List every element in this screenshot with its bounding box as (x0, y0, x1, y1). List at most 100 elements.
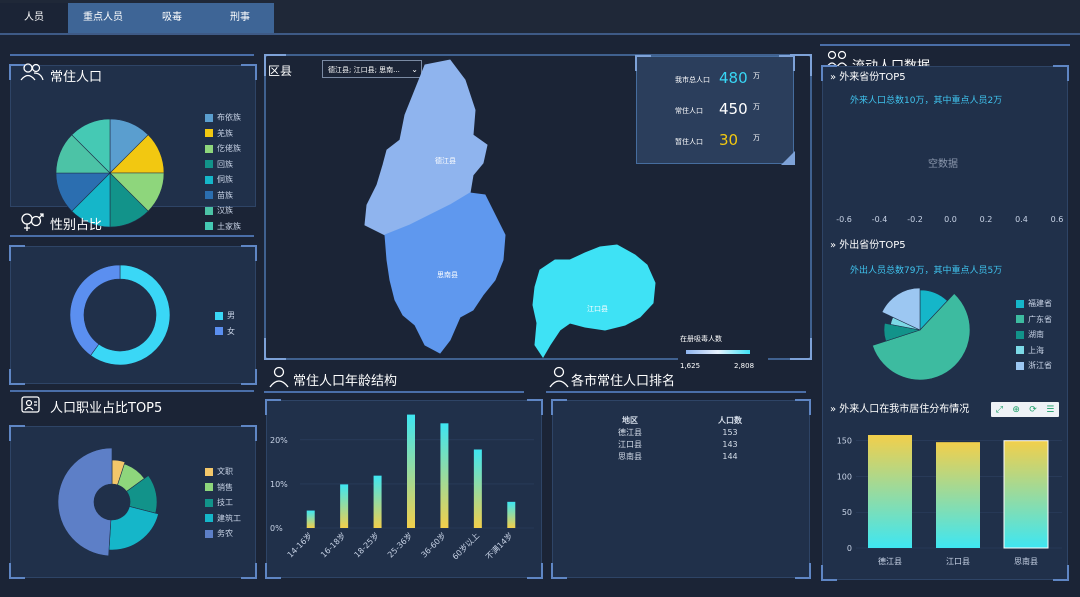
stat-value: 30 (719, 131, 739, 149)
legend-label: 浙江省 (1028, 361, 1052, 371)
legend-item[interactable]: 汉族 (205, 203, 241, 219)
list-icon[interactable]: ☰ (1046, 404, 1055, 415)
y-tick: 150 (837, 437, 852, 446)
legend-item[interactable]: 文职 (205, 464, 241, 480)
divider (10, 54, 254, 56)
table-cell: 江口县 (618, 439, 642, 449)
x-tick: 江口县 (946, 557, 970, 566)
map-frame (264, 54, 812, 360)
stat-label: 暂住人口 (675, 138, 703, 146)
legend-item[interactable]: 湖南 (1016, 327, 1052, 343)
tab-people[interactable]: 人员 (0, 3, 68, 33)
bar[interactable] (373, 475, 382, 528)
x-tick: 0.0 (944, 215, 957, 224)
pie-slice[interactable] (70, 264, 121, 356)
people-icon (20, 63, 44, 81)
legend-item[interactable]: 布依族 (205, 110, 241, 126)
bar[interactable] (507, 501, 516, 528)
pie-slice[interactable] (883, 322, 921, 342)
divider (264, 391, 524, 393)
distribution-bar-chart: 0 50 100 150 德江县 江口县 思南县 (837, 435, 1062, 566)
legend-item[interactable]: 仡佬族 (205, 141, 241, 157)
x-tick: 14-16岁 (285, 530, 314, 559)
stat-unit: 万 (753, 134, 760, 142)
legend-label: 上海 (1028, 345, 1044, 355)
legend-swatch (205, 514, 213, 523)
pie-slice[interactable] (881, 287, 921, 331)
legend-item[interactable]: 男 (215, 308, 235, 324)
legend-swatch (205, 483, 213, 492)
outbound-summary: 外出人员总数79万，其中重点人员5万 (850, 266, 1003, 276)
legend-item[interactable]: 浙江省 (1016, 358, 1052, 374)
legend-item[interactable]: 回族 (205, 157, 241, 173)
bar[interactable] (306, 510, 315, 528)
legend-item[interactable]: 技工 (205, 495, 241, 511)
legend-item[interactable]: 苗族 (205, 188, 241, 204)
fullscreen-icon[interactable]: ⤢ (995, 404, 1003, 415)
occupation-legend: 文职销售 技工 建筑工务农 (205, 464, 241, 542)
x-tick: -0.4 (872, 215, 888, 224)
x-tick: 德江县 (878, 556, 902, 566)
distribution-title-text: 外来人口在我市居住分布情况 (839, 404, 970, 415)
legend-label: 布依族 (217, 113, 241, 123)
table-cell: 153 (722, 427, 738, 437)
bar[interactable] (407, 414, 415, 528)
chart-toolbox: ⤢ ⊕ ⟳ ☰ (991, 402, 1059, 417)
stat-value: 480 (719, 69, 748, 87)
y-tick: 0% (270, 524, 283, 533)
table-cell: 144 (722, 451, 738, 461)
legend-label: 文职 (217, 467, 233, 477)
legend-label: 女 (227, 326, 235, 336)
county-label: 江口县 (587, 305, 608, 313)
bar[interactable] (473, 449, 482, 528)
county-map: 德江县 思南县 江口县 (364, 59, 656, 358)
zoom-icon[interactable]: ⊕ (1012, 404, 1020, 415)
y-tick: 50 (842, 508, 852, 517)
gender-legend: 男女 (215, 308, 235, 339)
legend-label: 福建省 (1028, 299, 1052, 309)
legend-label: 湖南 (1028, 330, 1044, 340)
legend-item[interactable]: 福建省 (1016, 296, 1052, 312)
map-region-sinan[interactable] (384, 192, 506, 354)
legend-item[interactable]: 侗族 (205, 172, 241, 188)
bar[interactable] (340, 484, 349, 528)
legend-item[interactable]: 务农 (205, 526, 241, 542)
bar[interactable] (1003, 440, 1049, 549)
tab-criminal[interactable]: 刑事 (206, 3, 274, 33)
x-tick: -0.6 (836, 215, 852, 224)
legend-item[interactable]: 销售 (205, 480, 241, 496)
legend-label: 务农 (217, 529, 233, 539)
outbound-legend: 福建省广东省湖南上海浙江省 (1016, 296, 1052, 374)
legend-item[interactable]: 土家族 (205, 219, 241, 235)
map-legend-min: 1,625 (680, 362, 701, 370)
pie-slice[interactable] (57, 447, 113, 557)
legend-item[interactable]: 广东省 (1016, 312, 1052, 328)
ranking-table: 地区 人口数 德江县 153 江口县 143 思南县 144 (580, 414, 780, 462)
bar[interactable] (440, 423, 449, 528)
legend-item[interactable]: 建筑工 (205, 511, 241, 527)
bar[interactable] (868, 435, 912, 548)
legend-item[interactable]: 羌族 (205, 126, 241, 142)
map-region-jiangkou[interactable] (532, 244, 656, 358)
occupation-title: 人口职业占比TOP5 (50, 401, 163, 416)
stat-label: 常住人口 (675, 107, 703, 115)
legend-item[interactable]: 女 (215, 324, 235, 340)
chevron-down-icon: ⌄ (411, 65, 418, 74)
person-icon (549, 366, 569, 388)
tab-key-persons[interactable]: 重点人员 (68, 3, 138, 33)
pie-slice[interactable] (872, 293, 971, 381)
county-select[interactable]: 德江县; 江口县; 思南... ⌄ (322, 60, 422, 78)
id-card-icon (21, 396, 40, 413)
county-label: 思南县 (437, 270, 458, 279)
legend-swatch (205, 113, 213, 122)
bar[interactable] (936, 442, 980, 548)
pie-slice[interactable] (71, 118, 111, 174)
legend-swatch (215, 327, 223, 336)
legend-item[interactable]: 上海 (1016, 343, 1052, 359)
restore-icon[interactable]: ⟳ (1029, 404, 1037, 415)
table-row: 江口县 143 (580, 438, 780, 450)
legend-label: 仡佬族 (217, 144, 241, 154)
tab-drug[interactable]: 吸毒 (138, 3, 206, 33)
person-icon (269, 366, 289, 388)
pie-slice[interactable] (108, 506, 159, 551)
